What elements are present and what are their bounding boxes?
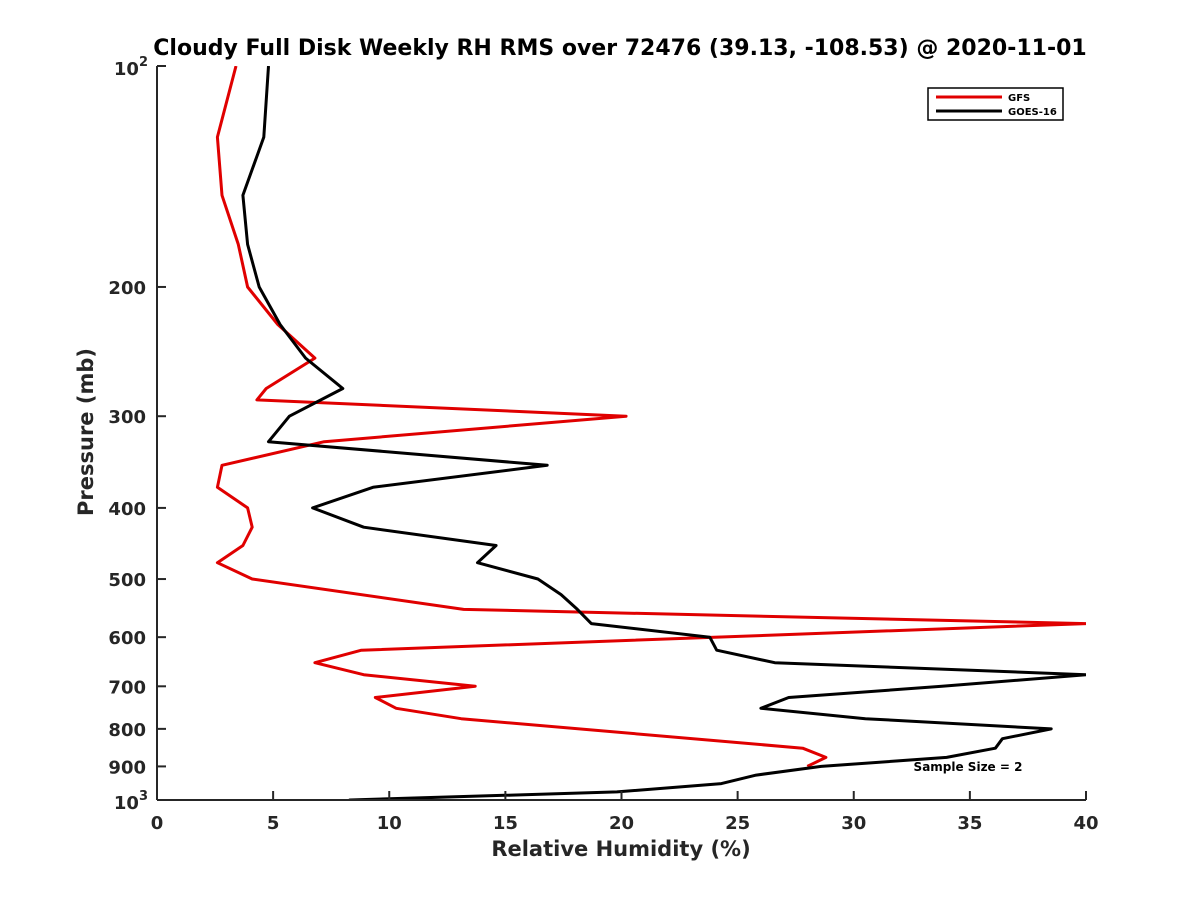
y-tick-label: 900 — [108, 757, 146, 778]
series-line-goes-16 — [241, 66, 1086, 800]
sample-size-annotation: Sample Size = 2 — [914, 760, 1023, 774]
x-tick-label: 25 — [725, 813, 750, 834]
x-tick-label: 35 — [957, 813, 982, 834]
chart-title: Cloudy Full Disk Weekly RH RMS over 7247… — [153, 36, 1086, 61]
x-tick-label: 30 — [841, 813, 866, 834]
legend-label: GOES-16 — [1008, 107, 1057, 118]
y-axis-label: Pressure (mb) — [74, 348, 98, 516]
y-tick-label-base: 10 — [114, 59, 139, 80]
y-tick-label: 600 — [108, 628, 146, 649]
y-tick-label-exponent: 3 — [139, 789, 148, 804]
x-tick-label: 15 — [493, 813, 518, 834]
legend-label: GFS — [1008, 93, 1030, 104]
y-tick-label: 300 — [108, 407, 146, 428]
x-axis-label: Relative Humidity (%) — [491, 837, 750, 861]
legend: GFS GOES-16 — [927, 87, 1064, 121]
y-tick-label: 500 — [108, 570, 146, 591]
x-axis: 0 5 10 15 20 25 30 35 40 — [151, 791, 1099, 834]
y-tick-label: 800 — [108, 720, 146, 741]
y-tick-label-exponent: 2 — [139, 55, 148, 70]
x-tick-label: 0 — [151, 813, 164, 834]
y-tick-label: 102 — [114, 55, 148, 80]
y-tick-label: 200 — [108, 278, 146, 299]
y-tick-label: 400 — [108, 499, 146, 520]
x-tick-label: 20 — [609, 813, 634, 834]
y-tick-label-base: 10 — [114, 793, 139, 814]
legend-box — [927, 87, 1064, 121]
plot-area — [215, 66, 1086, 800]
y-tick-label: 700 — [108, 677, 146, 698]
x-tick-label: 5 — [267, 813, 280, 834]
y-tick-label: 103 — [114, 789, 148, 814]
x-tick-label: 10 — [377, 813, 402, 834]
x-tick-label: 40 — [1073, 813, 1098, 834]
series-line-gfs — [215, 66, 1086, 768]
